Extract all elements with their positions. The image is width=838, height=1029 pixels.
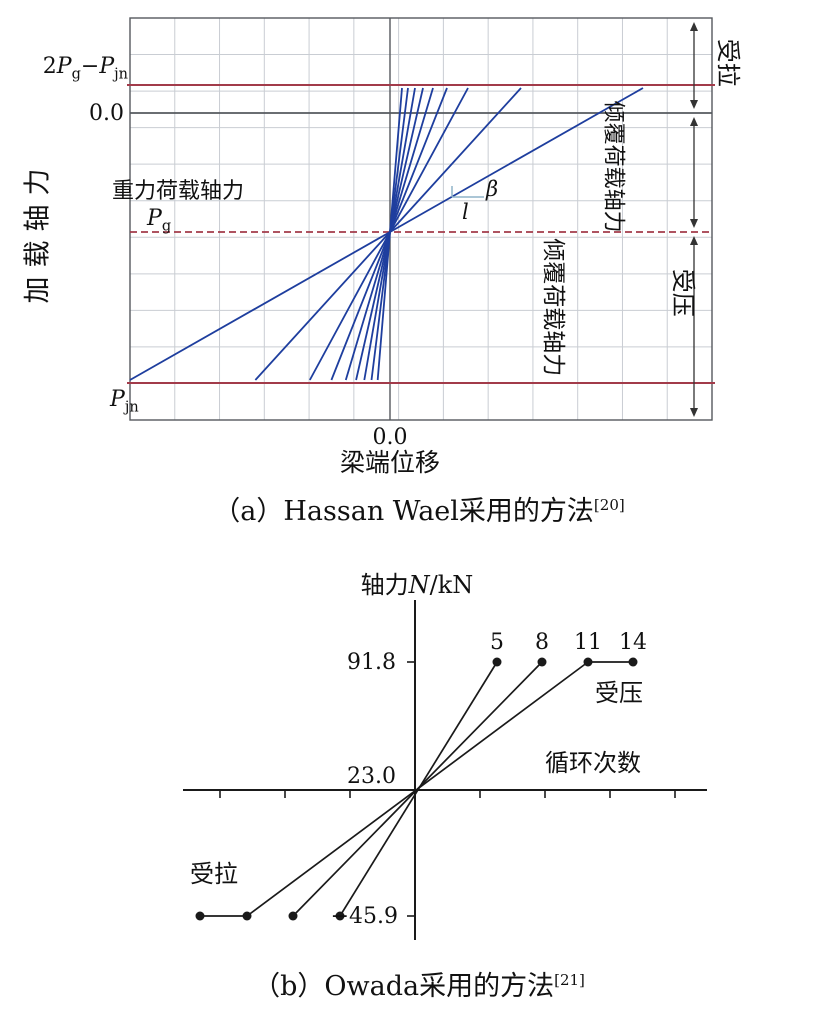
pjn-P: P: [110, 387, 125, 412]
pjn-label: Pjn: [110, 387, 139, 416]
range-arrow-head-down: [690, 100, 698, 109]
panel-a-x-axis-title: 梁端位移: [339, 448, 440, 477]
data-dot-top: [628, 657, 638, 667]
overturning-label-lower: 倾覆荷载轴力: [540, 238, 567, 377]
pg-P: P: [147, 206, 162, 231]
upper-limit-sub2: jn: [114, 66, 128, 83]
upper-limit-pre: 2: [42, 54, 57, 79]
pg-sub: g: [161, 218, 172, 235]
range-arrow-head-up: [690, 117, 698, 126]
range-arrow-head-up: [690, 22, 698, 31]
panel-a-y-axis-title: 加载轴力: [22, 159, 54, 304]
cycle-label-5: 5: [490, 630, 504, 655]
caption-a-text: （a）Hassan Wael采用的方法: [213, 496, 594, 527]
cycle-label-14: 14: [619, 630, 647, 655]
upper-limit-label: 2Pg−Pjn: [30, 54, 128, 83]
y-tick-23-0: 23.0: [347, 764, 396, 789]
upper-limit-minus: −: [80, 54, 100, 79]
compression-label-b: 受压: [595, 679, 643, 707]
pg-label: Pg: [147, 206, 172, 235]
y-tick-91-8: 91.8: [347, 650, 396, 675]
panel-b-x-axis-title: 循环次数: [545, 749, 641, 777]
compression-label-a: 受压: [668, 268, 697, 317]
data-dot-top: [492, 657, 502, 667]
gravity-load-label: 重力荷载轴力: [112, 179, 245, 204]
caption-b-ref: [21]: [554, 971, 585, 989]
overturning-label-upper: 倾覆荷载轴力: [600, 100, 626, 233]
panel-b-axis-title: 轴力N/kN: [317, 571, 517, 600]
range-arrow-head-down: [690, 408, 698, 417]
zero-tick-label-y: 0.0: [89, 101, 124, 126]
loading-line: [129, 87, 644, 381]
zero-tick-label-x: 0.0: [372, 425, 408, 450]
cycle-label-8: 8: [535, 630, 549, 655]
b-cycle-line: [246, 661, 589, 917]
cycle-label-11: 11: [574, 630, 602, 655]
ell-label: l: [462, 200, 469, 224]
tension-label-a: 受拉: [713, 38, 742, 87]
plot-border: [129, 17, 713, 421]
axis-title-pre: 轴力: [360, 571, 409, 599]
upper-limit-sub1: g: [71, 66, 81, 83]
data-dot-top: [583, 657, 593, 667]
y-tick-neg-45-9: −45.9: [330, 904, 398, 929]
axis-title-N: N: [408, 571, 430, 599]
data-dot-bottom: [242, 911, 252, 921]
axis-title-unit: /kN: [429, 571, 474, 599]
data-dot-bottom: [195, 911, 205, 921]
upper-limit-P1: P: [56, 54, 72, 79]
beta-label: β: [486, 177, 499, 201]
tension-label-b: 受拉: [190, 860, 238, 888]
range-arrow-head-up: [690, 236, 698, 245]
data-dot-top: [537, 657, 547, 667]
data-dot-bottom: [288, 911, 298, 921]
data-dot-bottom: [335, 911, 345, 921]
caption-b: （b）Owada采用的方法[21]: [0, 971, 838, 1002]
pjn-sub: jn: [124, 399, 139, 416]
caption-a-ref: [20]: [593, 496, 625, 514]
caption-b-text: （b）Owada采用的方法: [253, 971, 555, 1002]
caption-a: （a）Hassan Wael采用的方法[20]: [0, 496, 838, 527]
upper-limit-P2: P: [99, 54, 115, 79]
range-arrow-head-down: [690, 219, 698, 228]
